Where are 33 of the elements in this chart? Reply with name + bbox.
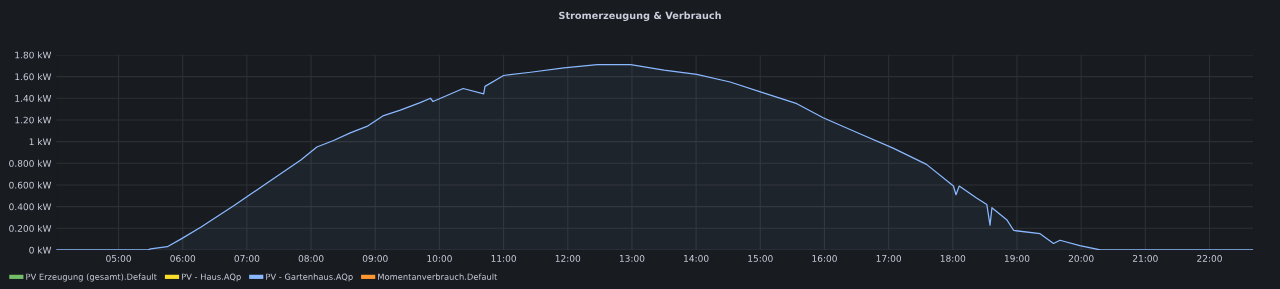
x-tick-label: 15:00 [748,255,773,262]
chart-title: Stromerzeugung & Verbrauch [559,11,721,22]
y-tick-label: 0.400 kW [9,203,52,211]
x-tick-label: 05:00 [106,255,131,262]
x-tick-label: 17:00 [876,255,902,262]
y-tick-label: 1.60 kW [15,73,52,81]
x-tick-label: 21:00 [1132,255,1158,262]
y-tick-label: 0.600 kW [9,181,52,189]
legend-label: PV Erzeugung (gesamt).Default [26,273,157,282]
legend-label: Momentanverbrauch.Default [378,273,498,280]
x-tick-label: 06:00 [170,255,196,262]
y-tick-label: 1 kW [29,138,52,146]
x-tick-label: 11:00 [491,255,516,262]
legend-label: PV - Gartenhaus.AQp [266,273,353,282]
y-tick-label: 1.20 kW [15,116,52,124]
x-tick-label: 22:00 [1197,255,1222,262]
legend-label: PV - Haus.AQp [181,273,241,282]
y-tick-label: 0.200 kW [9,224,52,232]
x-tick-label: 13:00 [619,255,645,262]
x-tick-label: 12:00 [555,255,581,262]
y-tick-label: 1.40 kW [15,94,52,102]
x-tick-label: 19:00 [1004,255,1030,262]
x-tick-label: 08:00 [298,255,324,262]
x-tick-label: 10:00 [427,255,452,262]
x-tick-label: 14:00 [684,255,709,262]
x-tick-label: 07:00 [234,255,260,262]
y-tick-label: 1.80 kW [15,51,52,59]
x-tick-label: 20:00 [1068,255,1094,262]
x-tick-label: 16:00 [812,255,837,262]
x-tick-label: 09:00 [362,255,388,262]
y-tick-label: 0.800 kW [9,159,52,167]
y-tick-label: 0 kW [29,246,52,254]
x-tick-label: 18:00 [940,255,966,262]
